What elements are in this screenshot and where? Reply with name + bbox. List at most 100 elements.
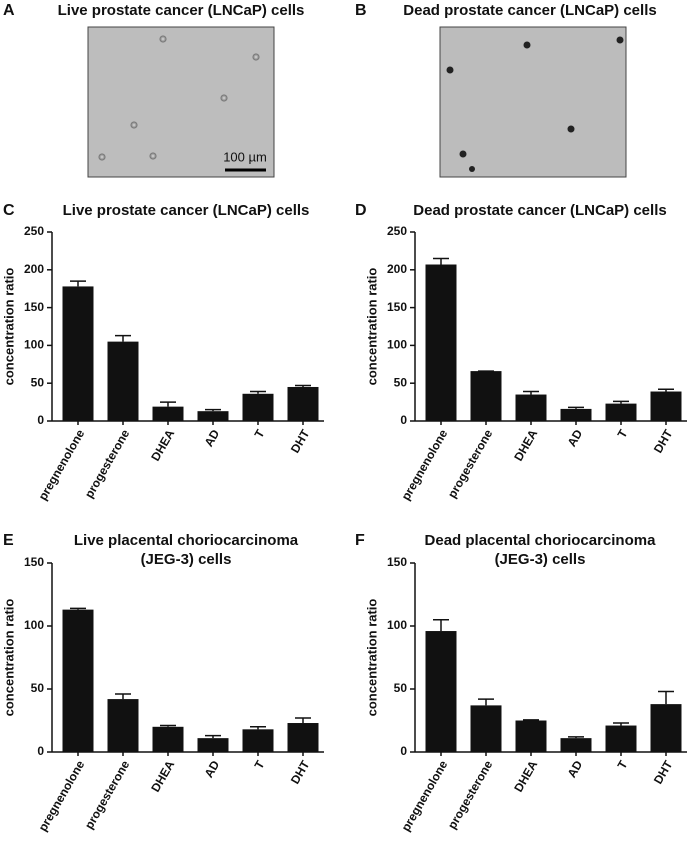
x-tick-label: progesterone	[82, 427, 133, 501]
y-tick-label: 250	[387, 224, 407, 238]
x-tick-label: DHT	[651, 758, 676, 787]
bar	[152, 726, 184, 752]
panel-label: B	[355, 2, 367, 19]
x-tick-label: progesterone	[445, 427, 496, 501]
x-tick-label: AD	[202, 758, 223, 780]
bar	[470, 371, 502, 421]
bar	[287, 723, 319, 752]
bar	[650, 704, 682, 752]
y-tick-label: 150	[24, 300, 44, 314]
bar	[197, 411, 229, 421]
bar	[605, 725, 637, 752]
bar	[62, 286, 94, 421]
x-tick-label: DHEA	[148, 427, 177, 464]
error-bar	[115, 334, 131, 342]
y-tick-label: 0	[37, 744, 44, 758]
chart-title: Dead placental choriocarcinoma	[425, 532, 657, 549]
x-tick-label: pregnenolone	[36, 758, 88, 834]
panel-label: A	[3, 2, 15, 19]
bar	[107, 341, 139, 421]
error-bar	[433, 257, 449, 265]
error-bar	[433, 618, 449, 632]
x-tick-label: progesterone	[445, 758, 496, 832]
y-tick-label: 100	[387, 618, 407, 632]
y-axis-label: concentration ratio	[364, 599, 379, 717]
bar	[287, 386, 319, 421]
y-tick-label: 200	[387, 262, 407, 276]
bar	[560, 408, 592, 421]
x-tick-label: AD	[565, 427, 586, 449]
y-tick-label: 0	[400, 413, 407, 427]
bar	[470, 705, 502, 752]
bar	[605, 403, 637, 421]
x-tick-label: T	[615, 758, 631, 772]
x-tick-label: DHT	[288, 758, 313, 787]
chart-title: Live placental choriocarcinoma	[74, 532, 299, 549]
x-tick-label: AD	[202, 427, 223, 449]
bar	[197, 738, 229, 752]
error-bar	[523, 719, 539, 721]
y-tick-label: 100	[387, 338, 407, 352]
panel-label: D	[355, 202, 367, 219]
scale-bar-label: 100 µm	[223, 149, 267, 164]
y-tick-label: 200	[24, 262, 44, 276]
panel-label: C	[3, 202, 15, 219]
panel-title: Live prostate cancer (LNCaP) cells	[58, 2, 305, 19]
error-bar	[613, 722, 629, 726]
bar	[425, 631, 457, 752]
error-bar	[205, 734, 221, 739]
panel-label: F	[355, 532, 365, 549]
error-bar	[160, 724, 176, 727]
x-tick-label: pregnenolone	[399, 758, 451, 834]
micrograph	[439, 26, 627, 178]
error-bar	[295, 384, 311, 387]
x-tick-label: pregnenolone	[36, 427, 88, 503]
bar	[152, 406, 184, 421]
x-tick-label: progesterone	[82, 758, 133, 832]
y-tick-label: 100	[24, 338, 44, 352]
error-bar	[613, 400, 629, 404]
y-tick-label: 250	[24, 224, 44, 238]
x-tick-label: pregnenolone	[399, 427, 451, 503]
x-tick-label: T	[252, 758, 268, 772]
error-bar	[478, 698, 494, 706]
bar	[650, 391, 682, 421]
error-bar	[658, 690, 674, 705]
chart-title: Dead prostate cancer (LNCaP) cells	[413, 202, 666, 219]
error-bar	[568, 406, 584, 409]
error-bar	[70, 607, 86, 610]
panel-title: Dead prostate cancer (LNCaP) cells	[403, 2, 656, 19]
error-bar	[658, 388, 674, 392]
y-tick-label: 50	[31, 681, 45, 695]
error-bar	[160, 401, 176, 407]
micrograph	[87, 26, 275, 178]
y-tick-label: 50	[31, 375, 45, 389]
x-tick-label: T	[615, 427, 631, 441]
error-bar	[205, 408, 221, 412]
chart-title: Live prostate cancer (LNCaP) cells	[63, 202, 310, 219]
x-tick-label: DHT	[651, 427, 676, 456]
panel-label: E	[3, 532, 14, 549]
bar	[560, 738, 592, 752]
x-tick-label: DHEA	[511, 758, 540, 795]
x-tick-label: DHT	[288, 427, 313, 456]
error-bar	[295, 717, 311, 724]
error-bar	[250, 726, 266, 730]
error-bar	[115, 693, 131, 700]
y-tick-label: 50	[394, 681, 408, 695]
error-bar	[70, 280, 86, 287]
bar	[515, 720, 547, 752]
bar	[62, 609, 94, 752]
bar	[107, 699, 139, 752]
error-bar	[250, 390, 266, 394]
error-bar	[523, 390, 539, 395]
y-axis-label: concentration ratio	[1, 268, 16, 386]
y-tick-label: 150	[387, 555, 407, 569]
bar	[515, 394, 547, 421]
y-tick-label: 0	[400, 744, 407, 758]
y-tick-label: 150	[24, 555, 44, 569]
error-bar	[568, 736, 584, 739]
y-tick-label: 0	[37, 413, 44, 427]
bar	[425, 264, 457, 421]
